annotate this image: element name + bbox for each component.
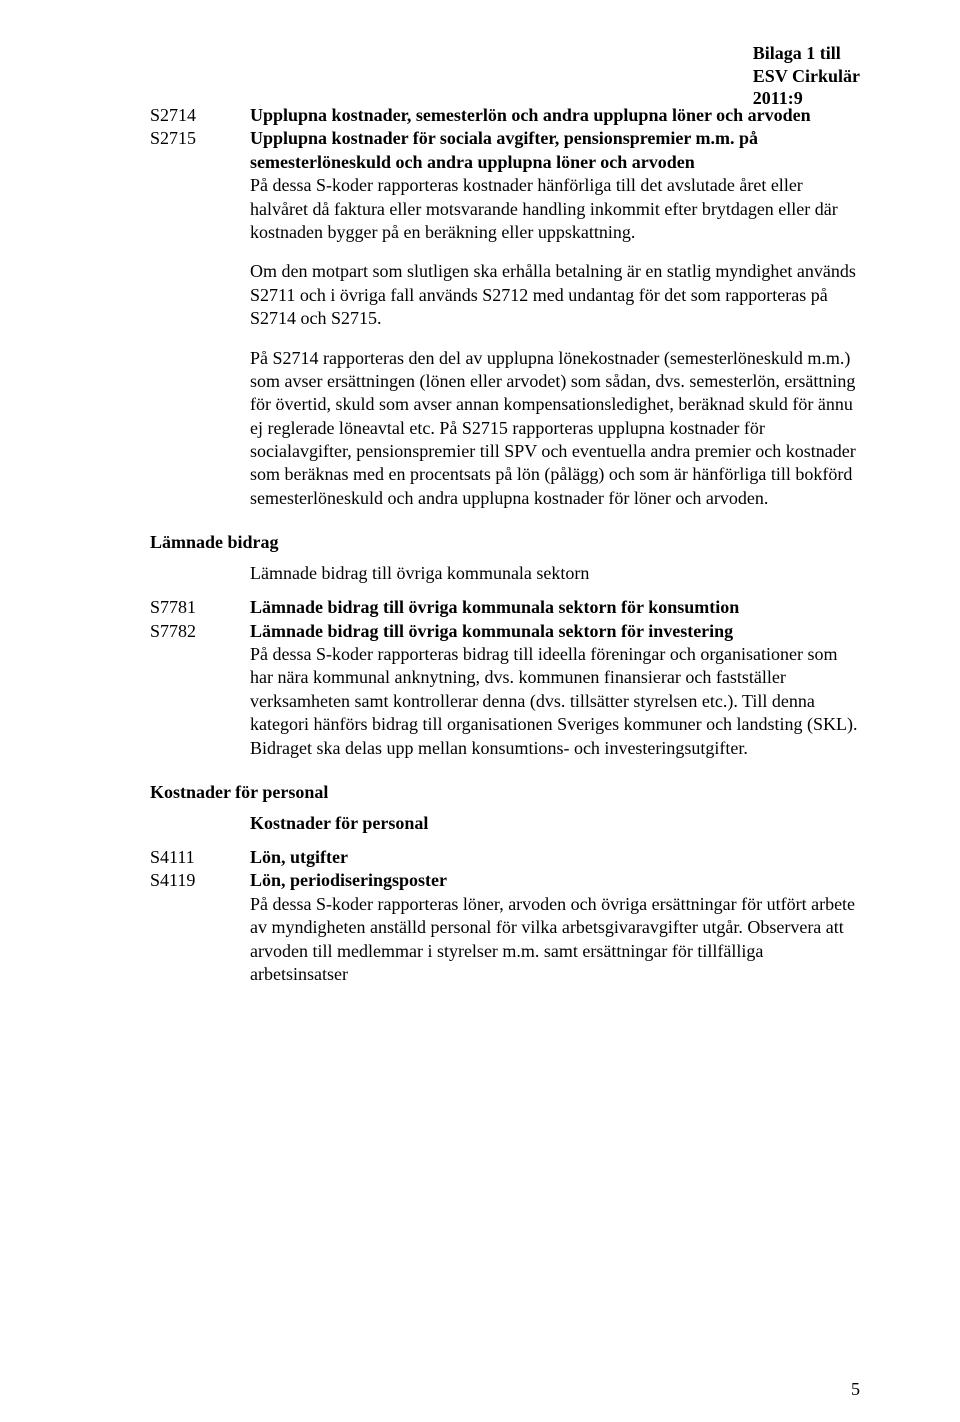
desc-s4111: Lön, utgifter: [250, 846, 860, 869]
desc-s7781-title: Lämnade bidrag till övriga kommunala sek…: [250, 597, 739, 617]
header-line-2: ESV Cirkulär: [753, 65, 860, 88]
section-lamnade-bidrag: Lämnade bidrag Lämnade bidrag till övrig…: [150, 532, 860, 760]
subheading-lamnade-bidrag: Lämnade bidrag till övriga kommunala sek…: [250, 563, 860, 584]
sectB-body: På dessa S-koder rapporteras löner, arvo…: [250, 893, 860, 987]
code-s4119: S4119: [150, 869, 250, 986]
desc-s4119: Lön, periodiseringsposter På dessa S-kod…: [250, 869, 860, 986]
desc-s2715-title: Upplupna kostnader för sociala avgifter,…: [250, 128, 758, 171]
desc-s4111-title: Lön, utgifter: [250, 847, 348, 867]
desc-s7782: Lämnade bidrag till övriga kommunala sek…: [250, 620, 860, 760]
desc-s4119-title: Lön, periodiseringsposter: [250, 870, 447, 890]
sectA-body: På dessa S-koder rapporteras bidrag till…: [250, 643, 860, 760]
subheading-kostnader-personal: Kostnader för personal: [250, 813, 860, 834]
desc-s2714-title: Upplupna kostnader, semesterlön och andr…: [250, 105, 811, 125]
page-number: 5: [851, 1379, 860, 1400]
entries1-body1: På dessa S-koder rapporteras kostnader h…: [250, 174, 860, 244]
code-s2714: S2714: [150, 104, 250, 127]
entry-s4119: S4119 Lön, periodiseringsposter På dessa…: [150, 869, 860, 986]
entries1-body2: Om den motpart som slutligen ska erhålla…: [250, 260, 860, 330]
entry-s7781: S7781 Lämnade bidrag till övriga kommuna…: [150, 596, 860, 619]
document-page: Bilaga 1 till ESV Cirkulär 2011:9 S2714 …: [0, 0, 960, 1422]
header-line-3: 2011:9: [753, 87, 860, 110]
heading-kostnader-personal: Kostnader för personal: [150, 782, 860, 803]
section-kostnader-personal: Kostnader för personal Kostnader för per…: [150, 782, 860, 986]
code-s4111: S4111: [150, 846, 250, 869]
heading-lamnade-bidrag: Lämnade bidrag: [150, 532, 860, 553]
desc-s2715: Upplupna kostnader för sociala avgifter,…: [250, 127, 860, 510]
page-header: Bilaga 1 till ESV Cirkulär 2011:9: [753, 42, 860, 110]
code-s7781: S7781: [150, 596, 250, 619]
header-line-1: Bilaga 1 till: [753, 42, 860, 65]
entry-s7782: S7782 Lämnade bidrag till övriga kommuna…: [150, 620, 860, 760]
code-s2715: S2715: [150, 127, 250, 510]
section-upplupna: S2714 Upplupna kostnader, semesterlön oc…: [150, 104, 860, 510]
desc-s7782-title: Lämnade bidrag till övriga kommunala sek…: [250, 621, 733, 641]
entries1-body3: På S2714 rapporteras den del av upplupna…: [250, 347, 860, 511]
entry-s2715: S2715 Upplupna kostnader för sociala avg…: [150, 127, 860, 510]
desc-s7781: Lämnade bidrag till övriga kommunala sek…: [250, 596, 860, 619]
entry-s4111: S4111 Lön, utgifter: [150, 846, 860, 869]
code-s7782: S7782: [150, 620, 250, 760]
